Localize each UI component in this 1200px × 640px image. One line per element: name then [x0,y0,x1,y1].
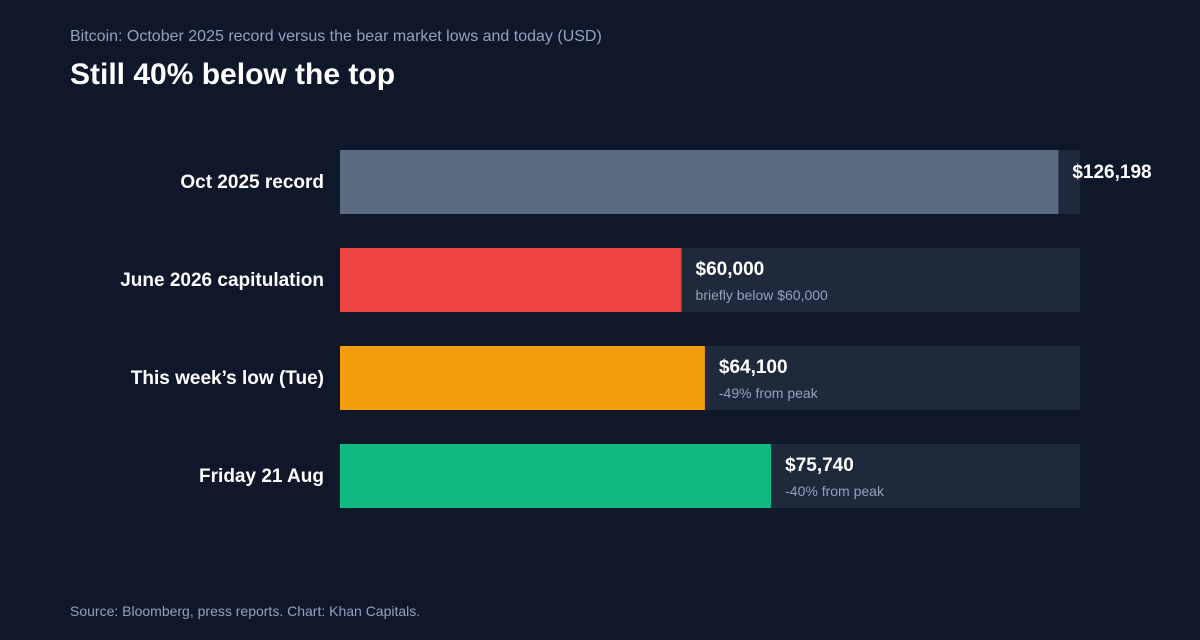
annotation-label: -49% from peak [719,385,819,401]
bar [340,444,772,508]
value-label: $60,000 [696,259,765,280]
chart-title: Still 40% below the top [70,58,396,91]
annotation-label: briefly below $60,000 [696,287,829,303]
bar [340,346,705,410]
bar [340,248,682,312]
value-label: $126,198 [1072,162,1151,183]
source-note: Source: Bloomberg, press reports. Chart:… [70,603,421,619]
annotation-label: -40% from peak [785,483,885,499]
category-label: This week’s low (Tue) [131,368,324,389]
category-label: Friday 21 Aug [199,466,324,487]
value-label: $75,740 [785,455,854,476]
category-label: June 2026 capitulation [120,270,324,291]
value-label: $64,100 [719,357,788,378]
category-label: Oct 2025 record [180,172,324,193]
bar [340,150,1059,214]
chart-subtitle: Bitcoin: October 2025 record versus the … [70,28,602,45]
